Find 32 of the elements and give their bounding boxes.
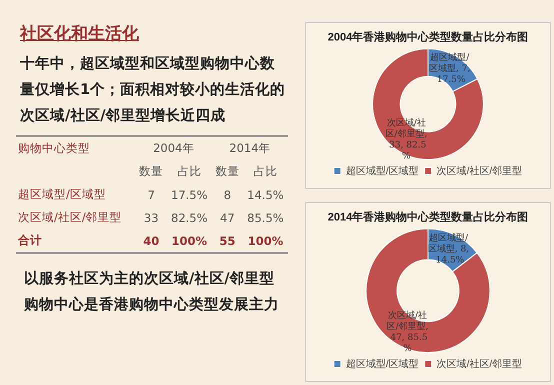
text: 2014年 xyxy=(228,140,272,157)
data-label: 超区域型/区域型, 8, 14.5% xyxy=(428,232,470,266)
legend-label: 次区域/社区/邻里型 xyxy=(436,358,522,370)
text: 合计 xyxy=(17,232,43,249)
chart-title: 2004年香港购物中心类型数量占比分布图 xyxy=(328,30,528,44)
text: 14.5% xyxy=(246,186,285,204)
text: 十年中，超区域型和区域型购物中心数量仅增长1个；面积相对较小的生活化的次区域/社区/邻里型增长近四成 xyxy=(20,54,286,126)
text: 100% xyxy=(170,232,208,250)
text: 数量 xyxy=(138,163,164,180)
legend-label: 超区域型/区域型 xyxy=(346,358,419,370)
text: 40 xyxy=(142,232,160,250)
chart-title: 2014年香港购物中心类型数量占比分布图 xyxy=(328,210,528,224)
text: 8 xyxy=(222,186,232,204)
text: 100% xyxy=(246,232,284,250)
text: 17.5% xyxy=(170,186,209,204)
text: 82.5% xyxy=(170,210,209,226)
text: 85.5% xyxy=(246,210,285,226)
text: 55 xyxy=(218,232,236,250)
text: 次区域/社区/邻里型 xyxy=(17,209,123,226)
text: 占比 xyxy=(176,163,202,180)
text: 7 xyxy=(146,186,156,204)
text: 47 xyxy=(219,210,236,226)
text: 占比 xyxy=(252,163,278,180)
text: 超区域型/区域型 xyxy=(17,186,107,203)
text: 数量 xyxy=(214,163,240,180)
text: 社区化和生活化 xyxy=(20,23,140,45)
legend-label: 次区域/社区/邻里型 xyxy=(436,164,522,177)
text: 购物中心类型 xyxy=(17,140,91,157)
text: 2004年 xyxy=(152,140,196,157)
text: 33 xyxy=(142,210,160,226)
text: 以服务社区为主的次区域/社区/邻里型购物中心是香港购物中心类型发展主力 xyxy=(24,269,280,315)
legend-label: 超区域型/区域型 xyxy=(346,164,419,177)
